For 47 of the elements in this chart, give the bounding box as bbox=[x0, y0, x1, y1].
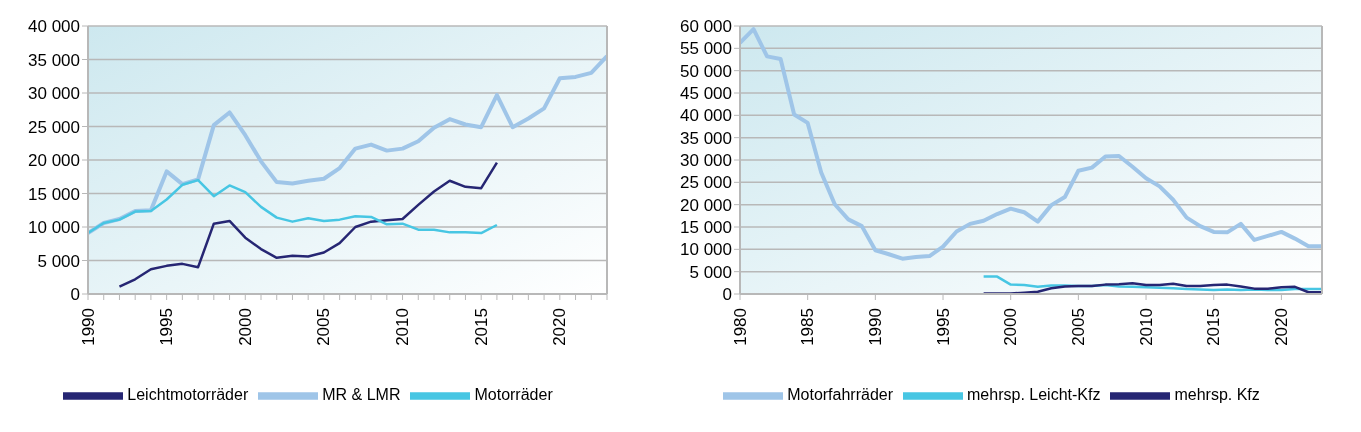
y-tick-label: 5 000 bbox=[37, 251, 80, 271]
y-tick-label: 35 000 bbox=[28, 50, 80, 70]
legend-label: Leichtmotorräder bbox=[127, 386, 249, 404]
line-series bbox=[982, 282, 1322, 294]
x-tick-label: 1990 bbox=[78, 308, 98, 346]
y-tick-label: 15 000 bbox=[28, 184, 80, 204]
legend-label: Motorfahrräder bbox=[787, 386, 894, 404]
line-series bbox=[88, 178, 499, 235]
y-tick-label: 40 000 bbox=[28, 17, 80, 37]
line-series bbox=[118, 161, 499, 288]
y-tick-label: 30 000 bbox=[680, 151, 732, 171]
x-tick-label: 1990 bbox=[865, 308, 885, 346]
y-tick-label: 40 000 bbox=[680, 106, 732, 126]
y-tick-label: 10 000 bbox=[680, 240, 732, 260]
y-tick-label: 0 bbox=[70, 285, 80, 305]
x-tick-label: 2000 bbox=[1001, 308, 1021, 346]
y-tick-label: 25 000 bbox=[680, 173, 732, 193]
legend-label: Motorräder bbox=[474, 386, 553, 404]
x-tick-label: 2005 bbox=[314, 308, 334, 346]
y-tick-label: 50 000 bbox=[680, 61, 732, 81]
y-tick-label: 20 000 bbox=[680, 195, 732, 215]
y-tick-label: 15 000 bbox=[680, 218, 732, 238]
y-tick-label: 25 000 bbox=[28, 117, 80, 137]
x-tick-label: 1980 bbox=[730, 308, 750, 346]
y-tick-label: 55 000 bbox=[680, 39, 732, 59]
x-tick-label: 1995 bbox=[157, 308, 177, 346]
x-tick-label: 2015 bbox=[1204, 308, 1224, 346]
x-tick-label: 1995 bbox=[933, 308, 953, 346]
y-tick-label: 35 000 bbox=[680, 128, 732, 148]
y-tick-label: 60 000 bbox=[680, 17, 732, 37]
x-tick-label: 2005 bbox=[1068, 308, 1088, 346]
y-tick-label: 20 000 bbox=[28, 151, 80, 171]
legend-label: MR & LMR bbox=[322, 386, 401, 404]
legend-label: mehrsp. Leicht-Kfz bbox=[967, 386, 1101, 404]
x-tick-label: 1985 bbox=[798, 308, 818, 346]
y-tick-label: 0 bbox=[722, 285, 732, 305]
x-tick-label: 2015 bbox=[471, 308, 491, 346]
x-tick-label: 2000 bbox=[235, 308, 255, 346]
x-tick-label: 2010 bbox=[393, 308, 413, 346]
y-tick-label: 30 000 bbox=[28, 84, 80, 104]
y-tick-label: 10 000 bbox=[28, 218, 80, 238]
y-tick-label: 45 000 bbox=[680, 84, 732, 104]
y-tick-label: 5 000 bbox=[689, 262, 732, 282]
x-tick-label: 2020 bbox=[550, 308, 570, 346]
x-tick-label: 2010 bbox=[1136, 308, 1156, 346]
x-tick-label: 2020 bbox=[1271, 308, 1291, 346]
legend-label: mehrsp. Kfz bbox=[1174, 386, 1260, 404]
